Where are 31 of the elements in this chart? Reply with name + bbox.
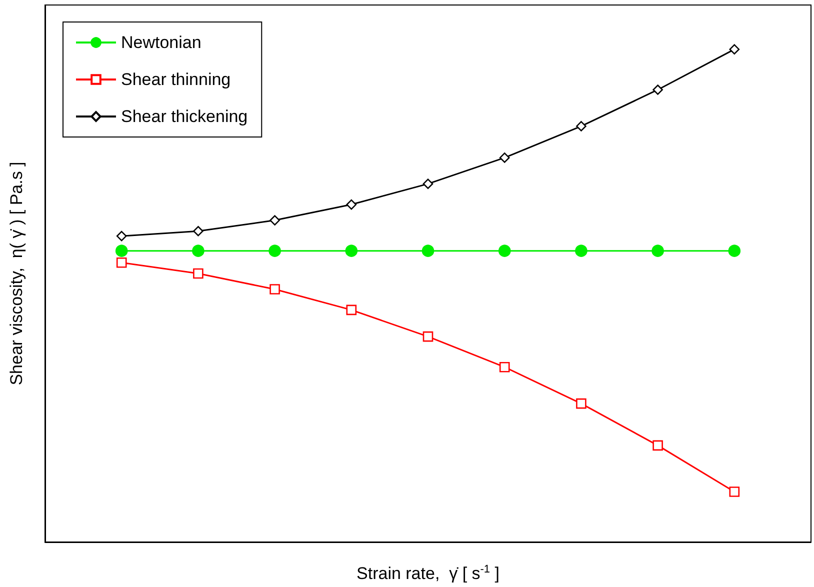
point [115,244,128,257]
legend-label: Shear thinning [121,70,231,89]
point [576,121,586,132]
point [728,244,741,257]
legend-label: Shear thickening [121,107,248,126]
legend-label: Newtonian [121,33,202,52]
point [498,244,511,257]
point [422,178,434,189]
point [268,244,281,257]
point [345,244,358,257]
point [346,304,357,316]
point [192,244,204,257]
point [193,226,204,236]
point [499,152,510,163]
point [499,362,510,372]
point [652,84,663,95]
point [270,215,280,226]
point [270,284,280,294]
point [422,331,434,342]
point [346,199,357,210]
point [193,268,204,279]
y-axis-title: Shear viscosity, η( γ̇ ) [ Pa.s ] [7,162,26,386]
point [116,258,127,268]
point [729,44,740,54]
point [576,398,586,409]
point [652,244,664,257]
point [575,244,588,257]
point [652,440,663,451]
point [729,486,740,497]
point [116,230,127,242]
point [422,244,434,257]
